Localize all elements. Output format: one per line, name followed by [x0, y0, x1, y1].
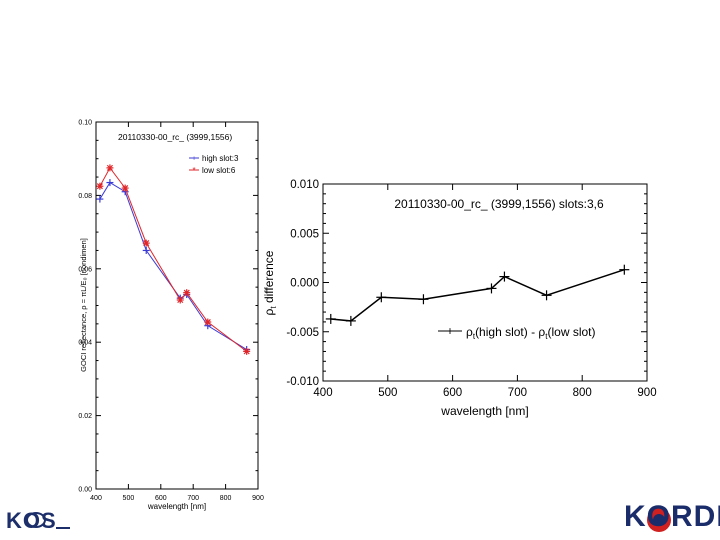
left-data-point	[183, 289, 191, 297]
left-data-point	[176, 296, 184, 304]
left-y-tick-label: 0.08	[78, 193, 92, 200]
right-series-line-0	[330, 268, 625, 322]
left-tick-group: 400 500 600 700 800 900 0.00 0.02 0.04 0.06 0.08 0.…	[78, 119, 264, 502]
right-x-tick-label: 500	[378, 387, 397, 399]
right-data-point	[486, 283, 497, 294]
right-legend-label: ρt(high slot) - ρt(low slot)	[466, 325, 596, 341]
right-tick-group: 400 500 600 700 800 900 -0.010 -0.005 0.000 0.005…	[286, 179, 656, 399]
left-x-tick-label: 400	[90, 495, 102, 502]
left-legend-high-label: high slot:3	[202, 154, 239, 163]
right-data-point	[345, 315, 356, 326]
left-data-point	[142, 246, 150, 254]
right-series-group	[325, 264, 630, 326]
left-y-axis-label: GOCI reflectance, ρ = πL/E₀ [nondimen]	[79, 238, 88, 372]
left-y-tick-label: 0.00	[78, 486, 92, 493]
left-legend-low-label: low slot:6	[202, 166, 236, 175]
kos-logo: KOS	[6, 508, 57, 533]
left-y-tick-label: 0.10	[78, 119, 92, 126]
right-x-tick-label: 800	[573, 387, 592, 399]
left-data-point	[106, 179, 114, 187]
right-y-tick-label: 0.005	[290, 228, 319, 240]
right-data-point	[619, 264, 630, 275]
right-y-axis-label: ρt difference	[262, 250, 278, 315]
left-data-point	[96, 195, 104, 203]
left-x-axis-label: wavelength [nm]	[147, 502, 206, 511]
left-y-tick-label: 0.04	[78, 340, 92, 347]
left-series-group	[96, 164, 251, 355]
kordi-logo: KORDI	[624, 500, 720, 533]
left-chart: 400 500 600 700 800 900 0.00 0.02 0.04 0.06 0.08 0.…	[78, 119, 264, 511]
left-data-point	[106, 164, 114, 172]
right-data-point	[418, 294, 429, 305]
left-series-line-0	[99, 181, 247, 350]
right-plot-frame	[322, 183, 648, 382]
left-series-line-1	[99, 166, 247, 352]
right-data-point	[499, 271, 510, 282]
right-data-point	[541, 290, 552, 301]
right-x-axis-label: wavelength [nm]	[440, 404, 528, 418]
right-y-tick-label: -0.010	[286, 376, 319, 388]
left-y-tick-label: 0.02	[78, 413, 92, 420]
left-x-tick-label: 700	[187, 495, 199, 502]
right-y-tick-label: -0.005	[286, 327, 319, 339]
left-data-point	[243, 347, 251, 355]
left-legend-low-marker: *	[192, 166, 195, 175]
right-y-tick-label: 0.000	[290, 278, 319, 290]
left-chart-title: 20110330-00_rc_ (3999,1556)	[118, 132, 232, 142]
left-legend: + high slot:3 * low slot:6	[189, 154, 239, 175]
left-x-tick-label: 600	[155, 495, 167, 502]
left-legend-high-marker: +	[192, 156, 196, 163]
left-x-tick-label: 500	[123, 495, 135, 502]
kos-logo-ring	[26, 512, 46, 528]
left-data-point	[96, 182, 104, 190]
left-x-tick-label: 900	[252, 495, 264, 502]
left-x-tick-label: 800	[220, 495, 232, 502]
left-data-point	[142, 239, 150, 247]
right-y-tick-label: 0.010	[290, 179, 319, 191]
right-x-tick-label: 900	[637, 387, 656, 399]
right-x-tick-label: 600	[443, 387, 462, 399]
right-chart-title: 20110330-00_rc_ (3999,1556) slots:3,6	[394, 197, 604, 211]
right-x-tick-label: 400	[313, 387, 332, 399]
kordi-logo-graphic	[647, 508, 671, 532]
right-legend: + ρt(high slot) - ρt(low slot)	[438, 324, 596, 341]
left-data-point	[121, 184, 129, 192]
left-y-tick-label: 0.06	[78, 266, 92, 273]
right-data-point	[325, 313, 336, 324]
left-plot-frame	[95, 121, 259, 490]
right-x-tick-label: 700	[508, 387, 527, 399]
kordi-logo-circle-inner	[653, 514, 665, 526]
kos-logo-graphic	[26, 512, 70, 529]
right-chart: 400 500 600 700 800 900 -0.010 -0.005 0.000 0.005…	[262, 179, 657, 418]
right-data-point	[376, 292, 387, 303]
left-data-point	[204, 318, 212, 326]
right-legend-marker: +	[446, 324, 453, 338]
